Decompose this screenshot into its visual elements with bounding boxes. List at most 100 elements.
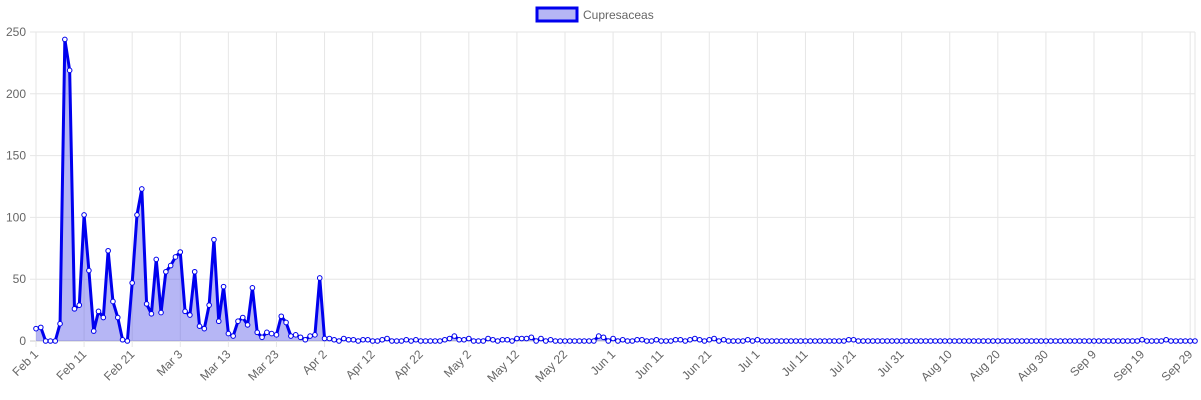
data-point[interactable] — [797, 338, 804, 344]
data-point[interactable] — [793, 338, 799, 344]
data-point[interactable] — [542, 338, 549, 344]
data-point[interactable] — [619, 336, 626, 343]
data-point[interactable] — [1163, 336, 1169, 343]
data-point[interactable] — [591, 338, 597, 344]
data-point[interactable] — [735, 338, 741, 344]
data-point[interactable] — [562, 338, 568, 344]
data-point[interactable] — [1062, 338, 1068, 344]
data-point[interactable] — [783, 338, 790, 344]
data-point[interactable] — [932, 338, 939, 344]
data-point[interactable] — [807, 338, 814, 344]
data-point[interactable] — [523, 335, 530, 342]
data-point[interactable] — [1096, 338, 1102, 344]
data-point[interactable] — [927, 338, 934, 344]
data-point[interactable] — [244, 322, 251, 328]
data-point[interactable] — [110, 298, 116, 305]
data-point[interactable] — [427, 338, 434, 344]
data-point[interactable] — [610, 335, 616, 342]
data-point[interactable] — [528, 334, 535, 341]
data-point[interactable] — [374, 338, 381, 344]
data-point[interactable] — [259, 334, 265, 341]
data-point[interactable] — [1148, 338, 1155, 344]
data-point[interactable] — [995, 338, 1001, 344]
data-point[interactable] — [480, 338, 487, 344]
data-point[interactable] — [639, 336, 645, 343]
data-point[interactable] — [456, 336, 463, 343]
data-point[interactable] — [1067, 338, 1073, 344]
data-point[interactable] — [826, 338, 833, 344]
data-point[interactable] — [76, 302, 83, 308]
data-point[interactable] — [403, 336, 410, 343]
data-point[interactable] — [504, 336, 511, 343]
data-point[interactable] — [1100, 338, 1107, 344]
data-point[interactable] — [1014, 338, 1020, 344]
data-point[interactable] — [764, 338, 770, 344]
data-point[interactable] — [278, 313, 285, 320]
data-point[interactable] — [1028, 338, 1035, 344]
data-point[interactable] — [355, 338, 362, 344]
data-point[interactable] — [740, 338, 746, 344]
data-point[interactable] — [1177, 338, 1184, 344]
data-point[interactable] — [158, 309, 164, 316]
data-point[interactable] — [629, 338, 636, 344]
data-point[interactable] — [191, 268, 198, 275]
data-point[interactable] — [172, 254, 179, 260]
data-point[interactable] — [788, 338, 794, 344]
data-point[interactable] — [187, 312, 193, 318]
data-point[interactable] — [1009, 338, 1016, 344]
data-point[interactable] — [802, 338, 809, 344]
data-point[interactable] — [672, 336, 679, 343]
data-point[interactable] — [283, 319, 289, 326]
data-point[interactable] — [105, 247, 111, 254]
data-point[interactable] — [706, 336, 713, 343]
data-point[interactable] — [475, 338, 482, 344]
data-point[interactable] — [1115, 338, 1121, 344]
data-point[interactable] — [648, 338, 655, 344]
data-point[interactable] — [937, 338, 943, 344]
data-point[interactable] — [509, 338, 515, 344]
data-point[interactable] — [865, 338, 871, 344]
data-point[interactable] — [970, 338, 977, 344]
data-point[interactable] — [288, 333, 294, 339]
data-point[interactable] — [557, 338, 564, 344]
data-point[interactable] — [663, 338, 669, 344]
data-point[interactable] — [331, 336, 337, 343]
data-point[interactable] — [946, 338, 953, 344]
data-point[interactable] — [634, 336, 640, 343]
data-point[interactable] — [624, 338, 631, 344]
data-point[interactable] — [975, 338, 982, 344]
data-point[interactable] — [66, 67, 73, 74]
data-point[interactable] — [1129, 338, 1136, 344]
data-point[interactable] — [81, 212, 87, 218]
data-point[interactable] — [1182, 338, 1189, 344]
data-point[interactable] — [812, 338, 818, 344]
data-point[interactable] — [230, 333, 236, 339]
data-point[interactable] — [177, 249, 184, 255]
data-point[interactable] — [754, 336, 761, 343]
data-point[interactable] — [658, 338, 664, 344]
data-point[interactable] — [687, 336, 693, 343]
data-point[interactable] — [1168, 338, 1174, 344]
data-point[interactable] — [855, 338, 862, 344]
data-point[interactable] — [326, 335, 333, 342]
data-point[interactable] — [302, 336, 309, 343]
data-point[interactable] — [33, 325, 39, 332]
data-point[interactable] — [571, 338, 578, 344]
data-point[interactable] — [1033, 338, 1040, 344]
data-point[interactable] — [494, 338, 501, 344]
data-point[interactable] — [100, 314, 107, 321]
data-point[interactable] — [668, 338, 674, 344]
data-point[interactable] — [898, 338, 905, 344]
data-point[interactable] — [547, 336, 554, 343]
data-point[interactable] — [615, 338, 621, 344]
data-point[interactable] — [653, 336, 660, 343]
data-point[interactable] — [1158, 338, 1165, 344]
data-point[interactable] — [254, 329, 261, 336]
data-point[interactable] — [90, 328, 97, 334]
data-point[interactable] — [437, 338, 443, 344]
data-point[interactable] — [336, 338, 342, 344]
data-point[interactable] — [148, 311, 155, 317]
data-point[interactable] — [134, 212, 140, 218]
data-point[interactable] — [961, 338, 967, 344]
data-point[interactable] — [1124, 338, 1131, 344]
